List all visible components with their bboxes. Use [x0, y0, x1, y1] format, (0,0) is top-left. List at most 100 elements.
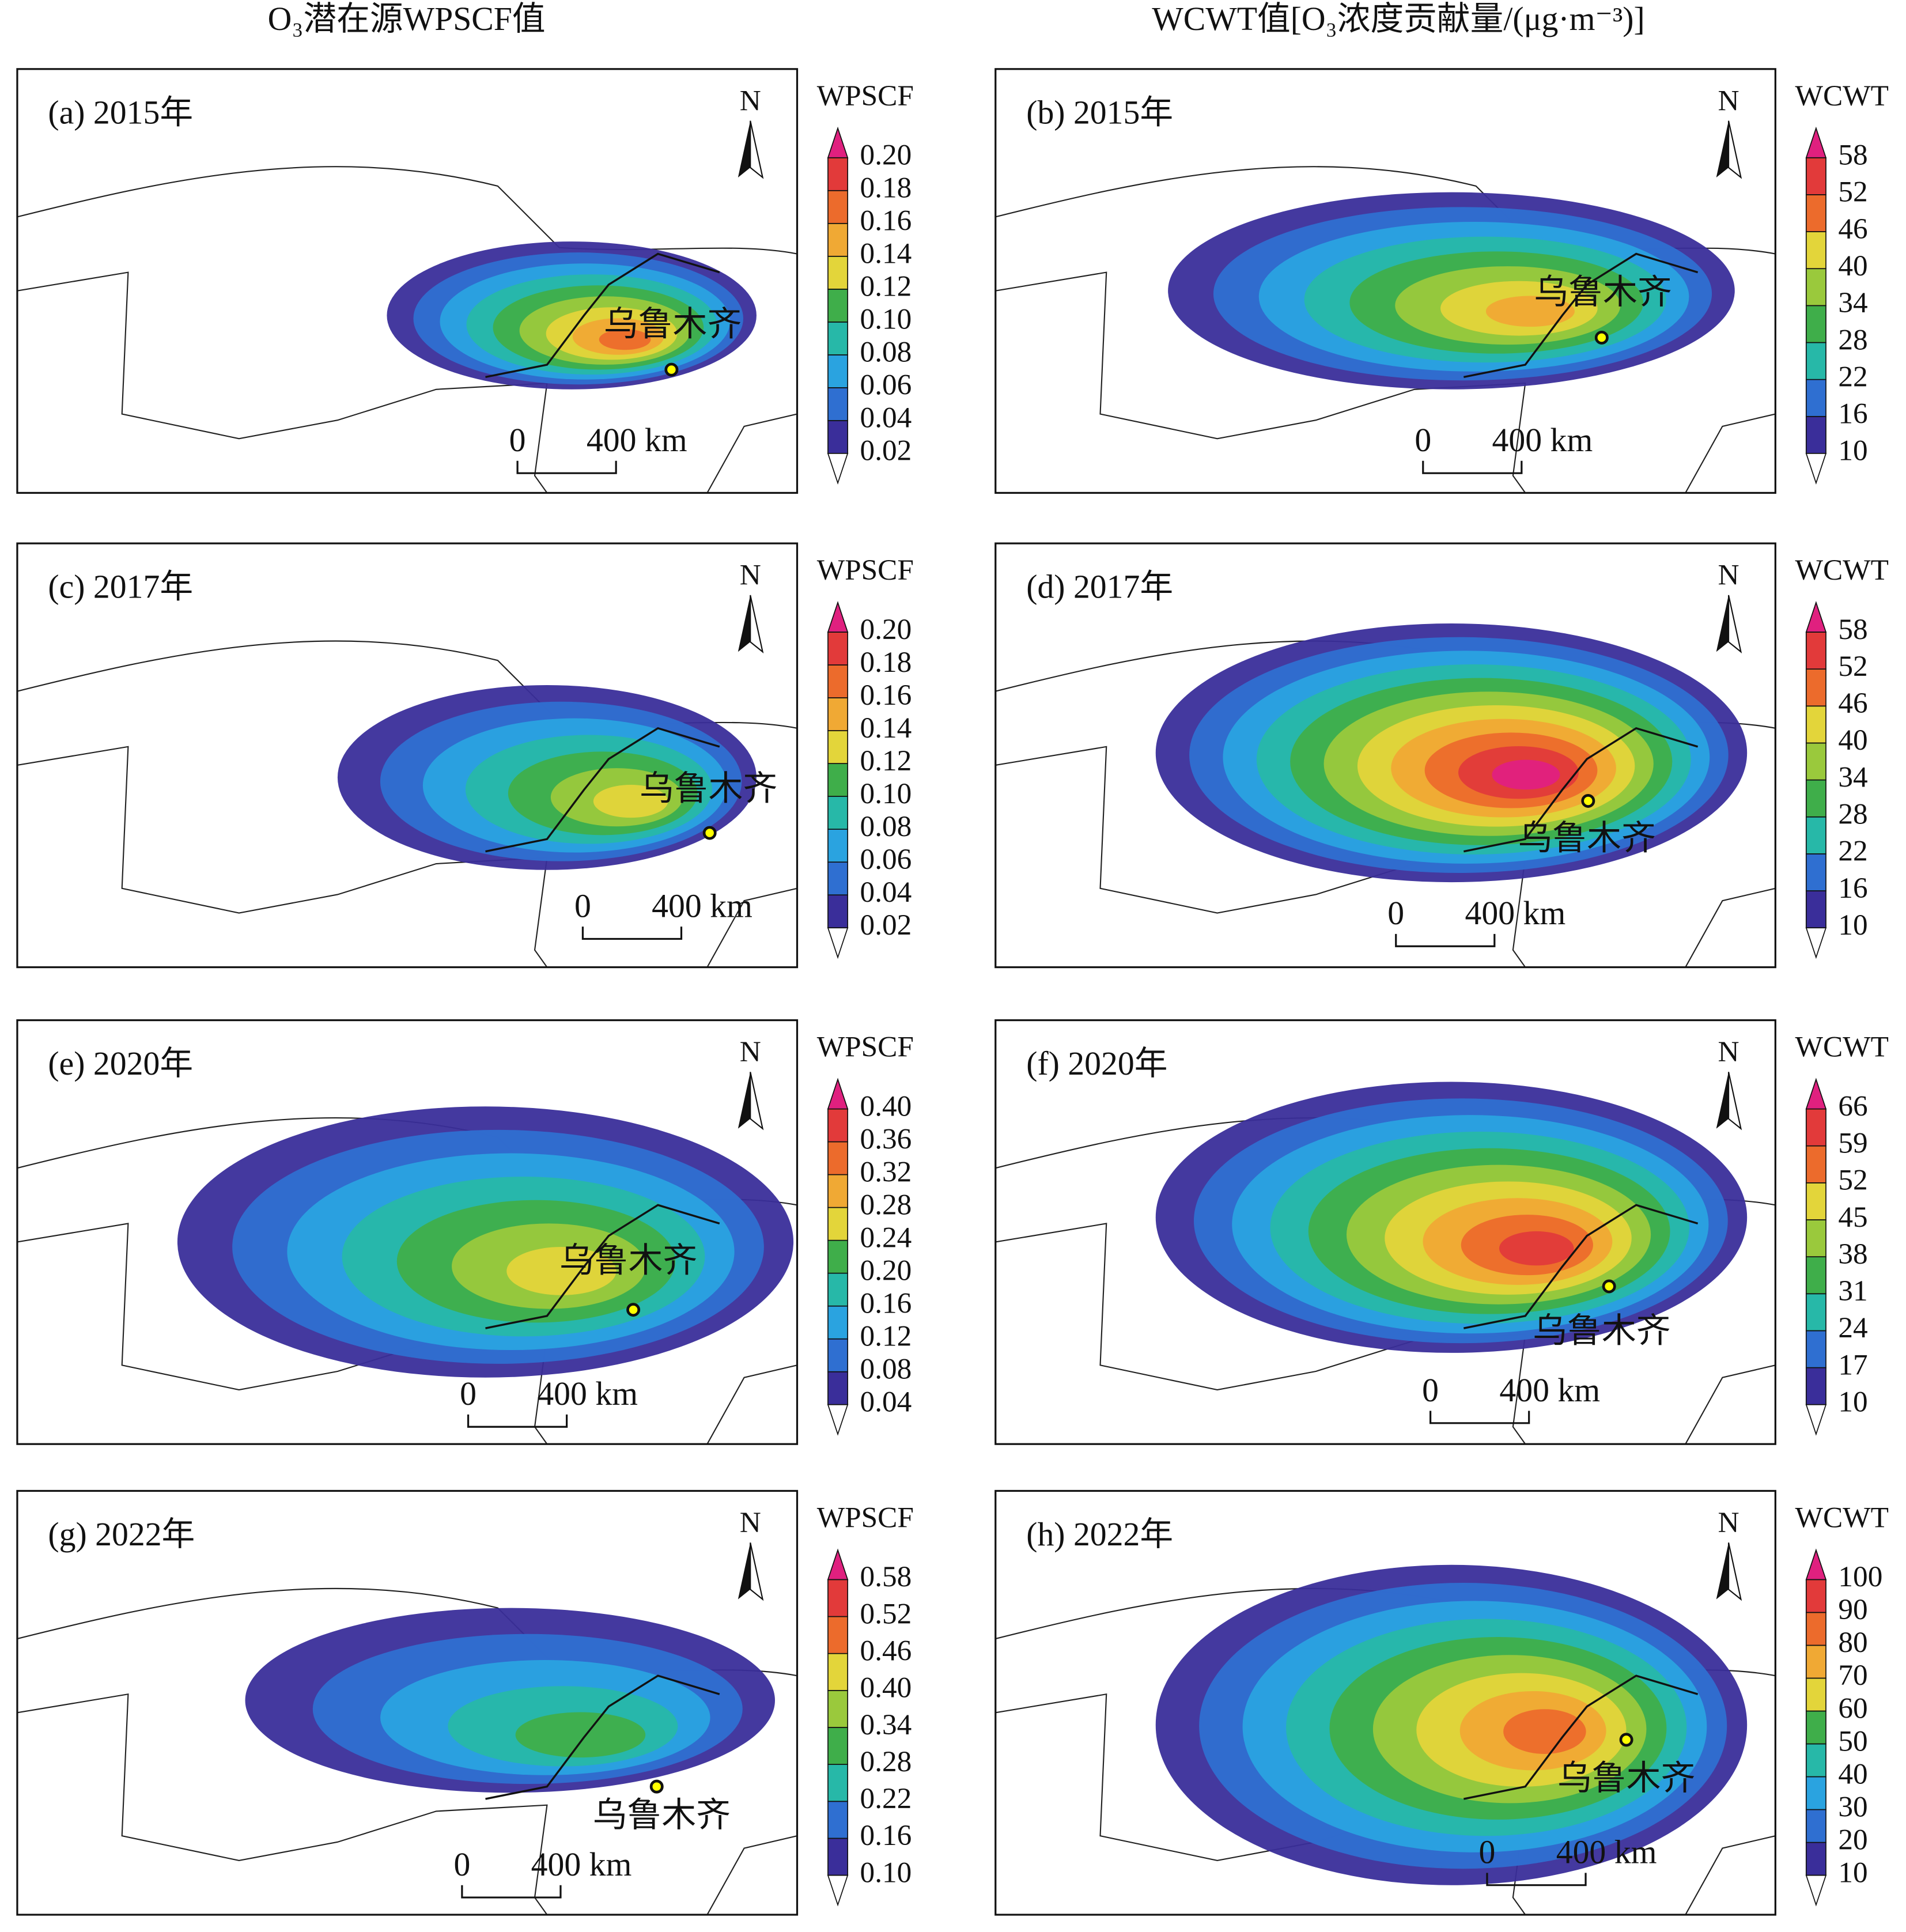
panel-label: (d) 2017年 — [1026, 569, 1173, 606]
china-border — [1463, 1204, 1699, 1329]
colorbar-tick-label: 20 — [1838, 1823, 1867, 1856]
colorbar-tick-label: 16 — [1838, 398, 1867, 430]
colorbar-tick-label: 0.58 — [860, 1560, 912, 1593]
contour — [599, 329, 651, 350]
colorbar-tick-label: 0.46 — [860, 1634, 912, 1667]
scale-label: 400 km — [531, 1847, 632, 1883]
city-label: 乌鲁木齐 — [1534, 273, 1671, 311]
colorbar-top — [827, 1077, 849, 1110]
colorbar-bottom — [827, 1874, 849, 1907]
scale-label: 0 — [1387, 895, 1404, 932]
colorbar-tick-label: 45 — [1838, 1201, 1867, 1234]
colorbar-band — [1805, 1677, 1826, 1712]
north-arrow — [750, 1542, 764, 1601]
city-label: 乌鲁木齐 — [640, 770, 777, 808]
colorbar-band — [827, 697, 849, 731]
colorbar-top — [1805, 126, 1827, 158]
colorbar-tick-label: 10 — [1838, 1386, 1867, 1419]
colorbar-tick-label: 0.14 — [860, 712, 912, 744]
colorbar-band — [1805, 379, 1826, 417]
colorbar-tick-label: 80 — [1838, 1626, 1867, 1659]
north-arrow — [1728, 595, 1742, 653]
colorbar-band — [1805, 342, 1826, 380]
north-arrow — [1716, 595, 1729, 652]
colorbar-band — [827, 763, 849, 797]
colorbar-band — [1805, 231, 1826, 270]
colorbar-band — [1805, 1182, 1826, 1220]
city-label: 乌鲁木齐 — [1518, 819, 1655, 857]
colorbar-tick-label: 58 — [1838, 613, 1867, 646]
colorbar-bottom — [1805, 1404, 1827, 1436]
city-marker — [649, 1779, 664, 1794]
country-border — [17, 1223, 548, 1445]
colorbar-tick-label: 0.16 — [860, 1287, 912, 1319]
colorbar-tick-label: 0.04 — [860, 402, 912, 434]
colorbar-band — [827, 157, 849, 191]
colorbar-bottom — [827, 453, 849, 485]
map-content — [17, 1587, 797, 1915]
colorbar-tick-label: 66 — [1838, 1090, 1867, 1122]
colorbar-band — [1805, 1108, 1826, 1147]
colorbar-band — [1805, 742, 1826, 781]
scale-label: 0 — [453, 1847, 470, 1883]
contour — [1499, 1231, 1574, 1266]
colorbar-band — [827, 190, 849, 224]
map-panel: (g) 2022年 N 乌鲁木齐 0 400 km WPSCF 0.10 0.16 0.22 0.… — [16, 1489, 914, 1916]
colorbar-tick-label: 0.10 — [860, 303, 912, 336]
colorbar-band — [1805, 1256, 1826, 1295]
map-content — [995, 623, 1776, 967]
colorbar-top — [1805, 600, 1827, 633]
colorbar-tick-label: 0.02 — [860, 434, 912, 467]
map-frame — [16, 542, 799, 969]
colorbar-tick-label: 0.10 — [860, 1856, 912, 1889]
north-label: N — [740, 1035, 761, 1068]
north-arrow — [750, 120, 764, 179]
colorbar-tick-label: 0.18 — [860, 172, 912, 205]
china-border — [1463, 727, 1699, 853]
colorbar-tick-label: 0.06 — [860, 369, 912, 402]
city-label: 乌鲁木齐 — [1533, 1312, 1670, 1350]
scale-label: 400 km — [1465, 895, 1565, 932]
colorbar-band — [827, 796, 849, 830]
map-content — [17, 1106, 797, 1445]
country-border — [706, 1835, 797, 1915]
scale-bar — [581, 927, 683, 940]
china-border — [485, 1204, 720, 1329]
scale-bar — [1486, 1873, 1587, 1886]
colorbar-tick-label: 59 — [1838, 1126, 1867, 1159]
colorbar-top — [827, 600, 849, 633]
scale-bar — [1395, 933, 1496, 947]
colorbar-band — [827, 387, 849, 421]
scale-label: 400 km — [652, 888, 752, 924]
colorbar-tick-label: 0.34 — [860, 1708, 912, 1741]
colorbar-tick-label: 10 — [1838, 434, 1867, 467]
north-label: N — [740, 1506, 761, 1539]
colorbar-tick-label: 28 — [1838, 798, 1867, 831]
scale-bar — [1430, 1411, 1530, 1424]
north-label: N — [1718, 1035, 1739, 1068]
colorbar-band — [827, 1838, 849, 1876]
colorbar-band — [827, 894, 849, 929]
north-label: N — [740, 559, 761, 592]
china-border — [1463, 1674, 1699, 1800]
contour — [1485, 296, 1575, 327]
colorbar-tick-label: 34 — [1838, 286, 1867, 319]
colorbar-tick-label: 0.04 — [860, 1386, 912, 1419]
country-border — [17, 746, 548, 967]
north-arrow — [750, 1072, 764, 1131]
colorbar-tick-label: 40 — [1838, 1757, 1867, 1790]
colorbar-bottom — [827, 1404, 849, 1436]
colorbar-tick-label: 52 — [1838, 650, 1867, 683]
panel-label: (f) 2020年 — [1026, 1046, 1167, 1082]
china-border — [485, 1674, 720, 1800]
legend-title: WPSCF — [817, 80, 914, 112]
scale-label: 400 km — [587, 422, 687, 459]
colorbar-band — [827, 1239, 849, 1274]
map-panel: (h) 2022年 N 乌鲁木齐 0 400 km WCWT 102030405060708… — [994, 1489, 1889, 1916]
colorbar-tick-label: 10 — [1838, 909, 1867, 942]
colorbar-band — [827, 1653, 849, 1691]
colorbar-top — [827, 126, 849, 158]
map-frame — [994, 542, 1776, 969]
colorbar-tick-label: 0.12 — [860, 1319, 912, 1352]
